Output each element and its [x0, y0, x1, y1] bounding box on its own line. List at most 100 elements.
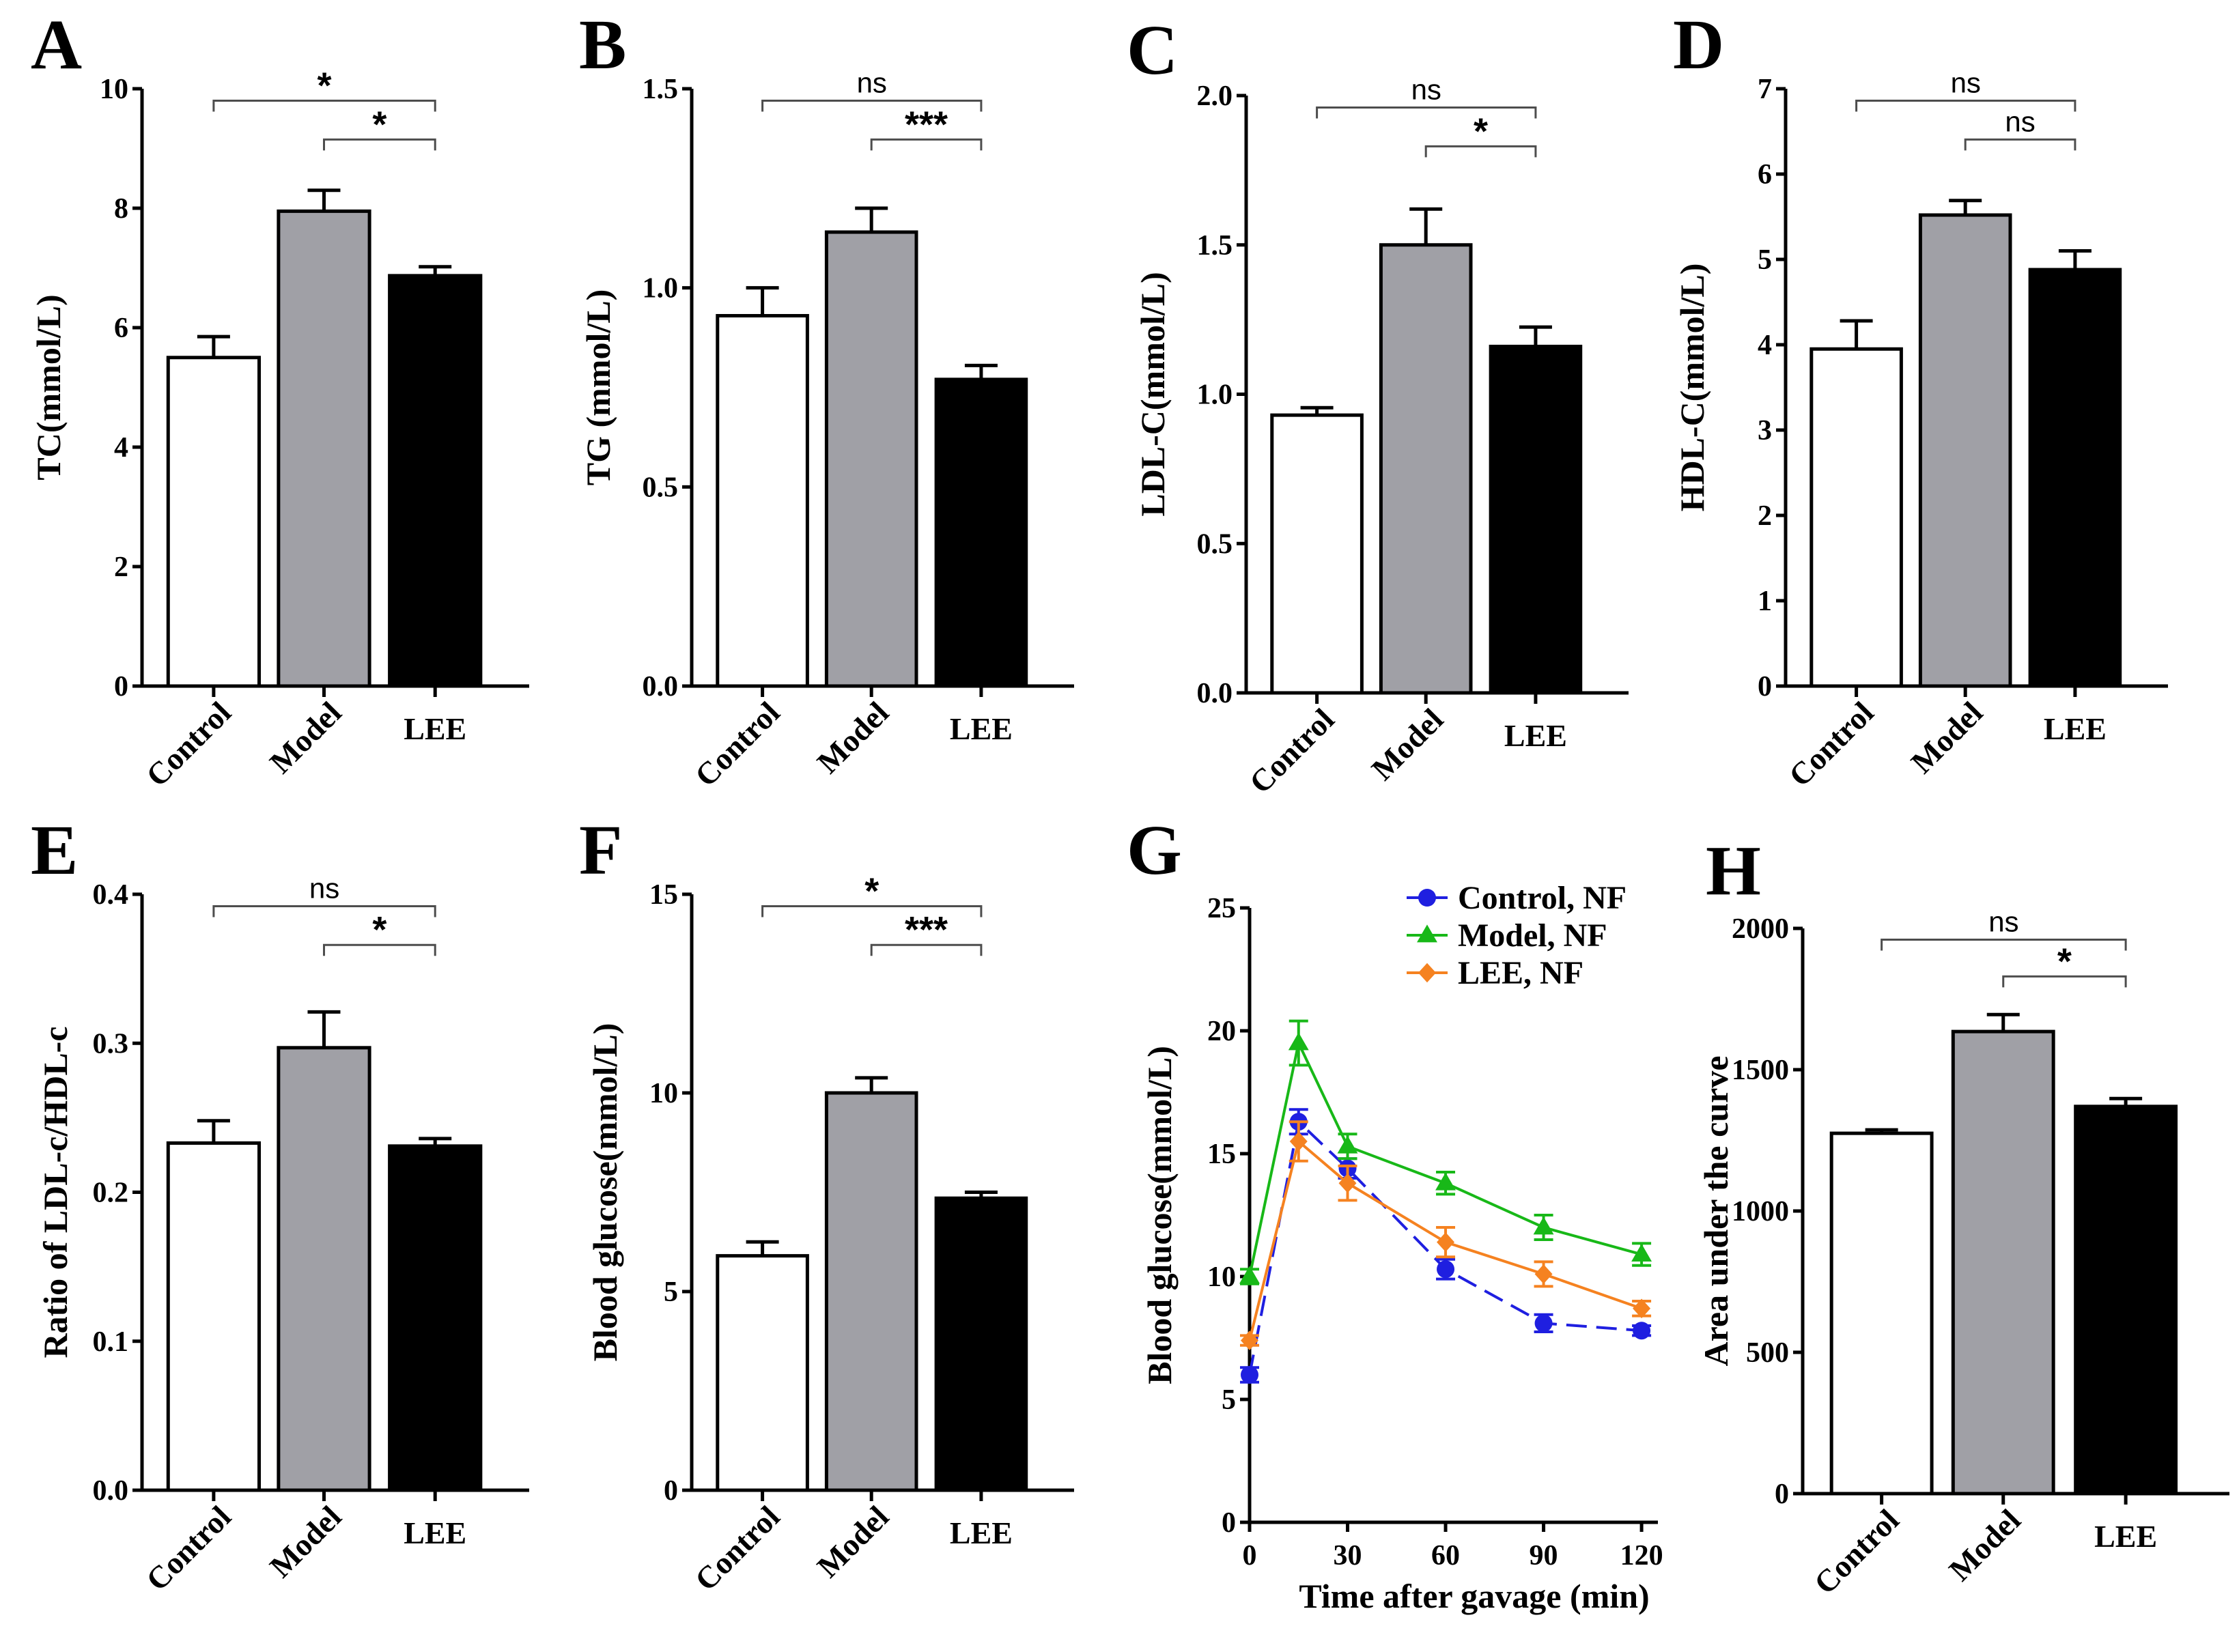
panel-letter: C [1127, 11, 1178, 89]
y-tick-label: 0 [1758, 671, 1772, 702]
y-tick-label: 3 [1758, 415, 1772, 446]
series-line [1248, 1119, 1642, 1376]
significance-bracket [322, 943, 436, 956]
x-tick-label: Control [139, 695, 238, 793]
y-tick-label: 0 [664, 1475, 678, 1507]
y-tick-label: 0.2 [93, 1178, 129, 1209]
x-tick-label: Model [1365, 702, 1450, 787]
legend-label: Control, NF [1458, 880, 1627, 916]
bar-model [1379, 243, 1473, 695]
panel-letter: H [1706, 831, 1761, 910]
panel-f: F 0 5 10 15 Control Model LEE Blood glucose(mmol… [579, 811, 1074, 1597]
panel-letter: D [1673, 5, 1724, 84]
bar-lee [1489, 345, 1583, 695]
significance-label: ns [1951, 67, 1981, 99]
bar-model [277, 209, 371, 688]
y-tick-label: 5 [1758, 244, 1772, 276]
marker-diamond [1241, 1330, 1258, 1350]
y-tick-label: 1 [1758, 586, 1772, 617]
x-tick-label: Control [1782, 695, 1881, 793]
bar-lee [934, 1196, 1028, 1492]
x-tick-label: 60 [1431, 1540, 1460, 1571]
legend-label: Model, NF [1458, 917, 1607, 954]
y-tick-label: 2.0 [1197, 81, 1233, 112]
panel-d: D 0 1 2 3 4 5 6 7 Control Model LEE HDL-C(mmol/L) nsn… [1673, 5, 2168, 793]
significance-label: * [864, 870, 879, 911]
y-tick-label: 7 [1758, 74, 1772, 105]
panel-letter: E [31, 811, 78, 889]
significance-label: *** [905, 104, 948, 145]
marker-triangle [1435, 1172, 1456, 1191]
x-tick-label: LEE [1504, 718, 1567, 753]
y-tick-label: 5 [664, 1277, 678, 1308]
marker-circle [1633, 1322, 1651, 1340]
y-tick-label: 0.5 [1197, 528, 1233, 560]
significance-bracket [212, 905, 436, 917]
significance-group: ** [212, 66, 436, 151]
x-tick-label: 120 [1620, 1540, 1663, 1571]
y-tick-label: 1000 [1732, 1196, 1789, 1227]
significance-group: ns *** [761, 67, 983, 151]
y-tick-label: 15 [1207, 1139, 1236, 1170]
y-tick-label: 0.4 [93, 879, 129, 911]
legend-label: LEE, NF [1458, 955, 1583, 991]
significance-label: * [1474, 111, 1488, 152]
marker-diamond [1437, 1232, 1455, 1252]
y-tick-label: 5 [1222, 1384, 1236, 1416]
marker-triangle [1239, 1266, 1260, 1284]
significance-label: *** [905, 909, 948, 950]
x-tick-label: Model [263, 1499, 348, 1584]
x-tick-label: LEE [404, 711, 466, 746]
marker-triangle [1337, 1135, 1358, 1154]
bar-control [1829, 1131, 1934, 1496]
panel-b: B 0.0 0.5 1.0 1.5 Control Model LEE TG (mmol/L) n… [579, 5, 1074, 793]
significance-label: ns [857, 67, 887, 99]
y-tick-label: 10 [649, 1078, 678, 1109]
y-axis-label: Area under the curve [1697, 1055, 1735, 1366]
y-tick-label: 0 [114, 671, 128, 702]
significance-group: **** [761, 870, 983, 956]
significance-label: * [372, 104, 386, 145]
x-tick-label: Control [1807, 1503, 1906, 1601]
series-line [1248, 1038, 1642, 1277]
significance-bracket [1855, 100, 2076, 112]
y-tick-label: 1.5 [643, 74, 679, 105]
y-tick-label: 500 [1746, 1337, 1789, 1369]
y-tick-label: 10 [100, 74, 128, 105]
x-tick-label: Control [1243, 702, 1341, 800]
significance-bracket [870, 138, 983, 151]
marker-diamond [1534, 1264, 1553, 1284]
y-tick-label: 0.0 [643, 671, 679, 702]
y-tick-label: 6 [1758, 159, 1772, 190]
bar-lee [934, 378, 1028, 688]
panel-letter: G [1127, 811, 1182, 889]
x-tick-label: Model [811, 695, 896, 780]
y-axis-label: TG (mmol/L) [579, 289, 617, 485]
y-tick-label: 2 [114, 552, 128, 583]
y-tick-label: 8 [114, 193, 128, 225]
panel-letter: A [31, 5, 82, 84]
marker-diamond [1289, 1131, 1308, 1152]
bar-model [824, 1091, 918, 1492]
panel-letter: F [579, 811, 623, 889]
bar-model [1951, 1029, 2055, 1496]
bar-lee [388, 274, 483, 688]
bar-lee [2028, 268, 2122, 688]
significance-bracket [761, 905, 983, 917]
y-tick-label: 1500 [1732, 1055, 1789, 1086]
y-tick-label: 1.5 [1197, 230, 1233, 261]
significance-bracket [761, 100, 983, 112]
panel-g: G 0 5 10 15 20 25 0 30 60 90 120 Time after gavage (… [1127, 811, 1663, 1615]
significance-label: * [372, 909, 386, 950]
panel-e: E 0.0 0.1 0.2 0.3 0.4 Control Model LEE Ratio of … [31, 811, 529, 1597]
significance-bracket [1881, 939, 2127, 951]
y-tick-label: 20 [1207, 1016, 1236, 1047]
x-tick-label: 30 [1334, 1540, 1362, 1571]
significance-bracket [870, 943, 983, 956]
y-tick-label: 1.0 [643, 273, 679, 304]
y-tick-label: 2 [1758, 500, 1772, 532]
y-tick-label: 15 [649, 879, 678, 911]
x-tick-label: LEE [950, 711, 1013, 746]
